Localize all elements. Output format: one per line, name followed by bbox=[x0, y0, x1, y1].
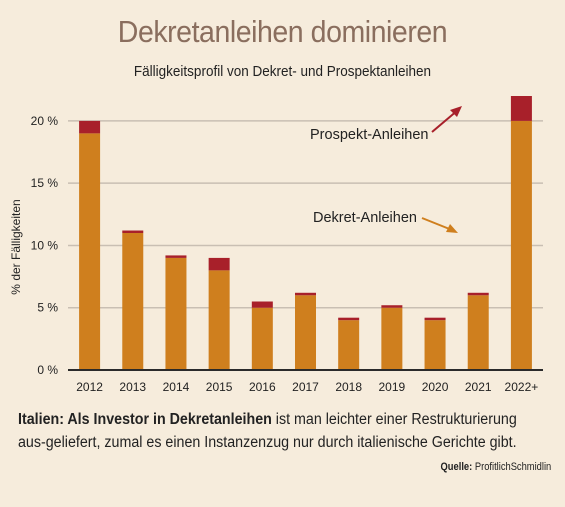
caption-text: ist man leichter einer Restrukturierung … bbox=[18, 411, 517, 451]
legend-dekret-label: Dekret-Anleihen bbox=[313, 210, 417, 226]
x-tick-label: 2014 bbox=[163, 380, 190, 394]
source-name: ProfitlichSchmidlin bbox=[474, 461, 551, 473]
bar-prospekt bbox=[510, 96, 532, 121]
caption: Italien: Als Investor in Dekretanleihen … bbox=[18, 408, 548, 454]
legend-prospekt-arrow bbox=[431, 109, 459, 133]
bar-dekret bbox=[79, 133, 101, 370]
bar-prospekt bbox=[467, 292, 489, 296]
source-note: Quelle: ProfitlichSchmidlin bbox=[440, 461, 551, 473]
bar-prospekt bbox=[79, 120, 101, 134]
caption-bold: Italien: Als Investor in Dekretanleihen bbox=[18, 411, 272, 428]
chart-title: Dekretanleihen dominieren bbox=[117, 14, 448, 49]
bar-prospekt bbox=[208, 257, 230, 271]
x-tick-label: 2016 bbox=[249, 380, 276, 394]
legend-dekret-arrowhead bbox=[446, 224, 458, 233]
x-tick-label: 2021 bbox=[465, 380, 492, 394]
x-tick-label: 2017 bbox=[292, 380, 319, 394]
bar-prospekt bbox=[424, 317, 446, 321]
x-tick-label: 2020 bbox=[422, 380, 449, 394]
bar-dekret bbox=[510, 120, 532, 370]
chart-area: 0 % 5 % 10 % 15 % 20 % % der Fälligkeiten 2012… bbox=[9, 96, 543, 394]
bar-dekret bbox=[295, 295, 316, 370]
bar-prospekt bbox=[338, 317, 360, 321]
y-tick-label: 20 % bbox=[31, 114, 59, 128]
bar-prospekt bbox=[165, 255, 187, 258]
bar-prospekt bbox=[381, 305, 403, 308]
x-tick-label: 2013 bbox=[119, 380, 146, 394]
x-tick-label: 2019 bbox=[379, 380, 406, 394]
bar-prospekt bbox=[295, 292, 316, 296]
bar-dekret bbox=[208, 270, 230, 370]
y-tick-label: 15 % bbox=[31, 176, 59, 190]
legend-dekret-arrow bbox=[421, 217, 453, 231]
legend-prospekt-arrowhead bbox=[450, 106, 462, 117]
y-tick-label: 10 % bbox=[31, 238, 59, 252]
y-tick-label: 0 % bbox=[37, 363, 58, 377]
bar-dekret bbox=[381, 307, 403, 370]
bar-prospekt bbox=[122, 230, 144, 233]
source-label: Quelle: bbox=[440, 461, 473, 473]
bar-dekret bbox=[122, 233, 144, 370]
x-tick-label: 2012 bbox=[76, 380, 103, 394]
bar-prospekt bbox=[251, 301, 273, 308]
legend-prospekt-label: Prospekt-Anleihen bbox=[310, 127, 429, 143]
bar-dekret bbox=[338, 320, 360, 370]
y-tick-label: 5 % bbox=[37, 301, 58, 315]
y-axis-label: % der Fälligkeiten bbox=[9, 199, 23, 294]
chart-subtitle: Fälligkeitsprofil von Dekret- und Prospe… bbox=[133, 63, 432, 80]
bar-dekret bbox=[251, 307, 273, 370]
x-tick-label: 2018 bbox=[335, 380, 362, 394]
bar-dekret bbox=[424, 320, 446, 370]
bar-dekret bbox=[165, 257, 187, 370]
bar-dekret bbox=[467, 295, 489, 370]
x-tick-label: 2022+ bbox=[505, 380, 539, 394]
x-tick-label: 2015 bbox=[206, 380, 233, 394]
